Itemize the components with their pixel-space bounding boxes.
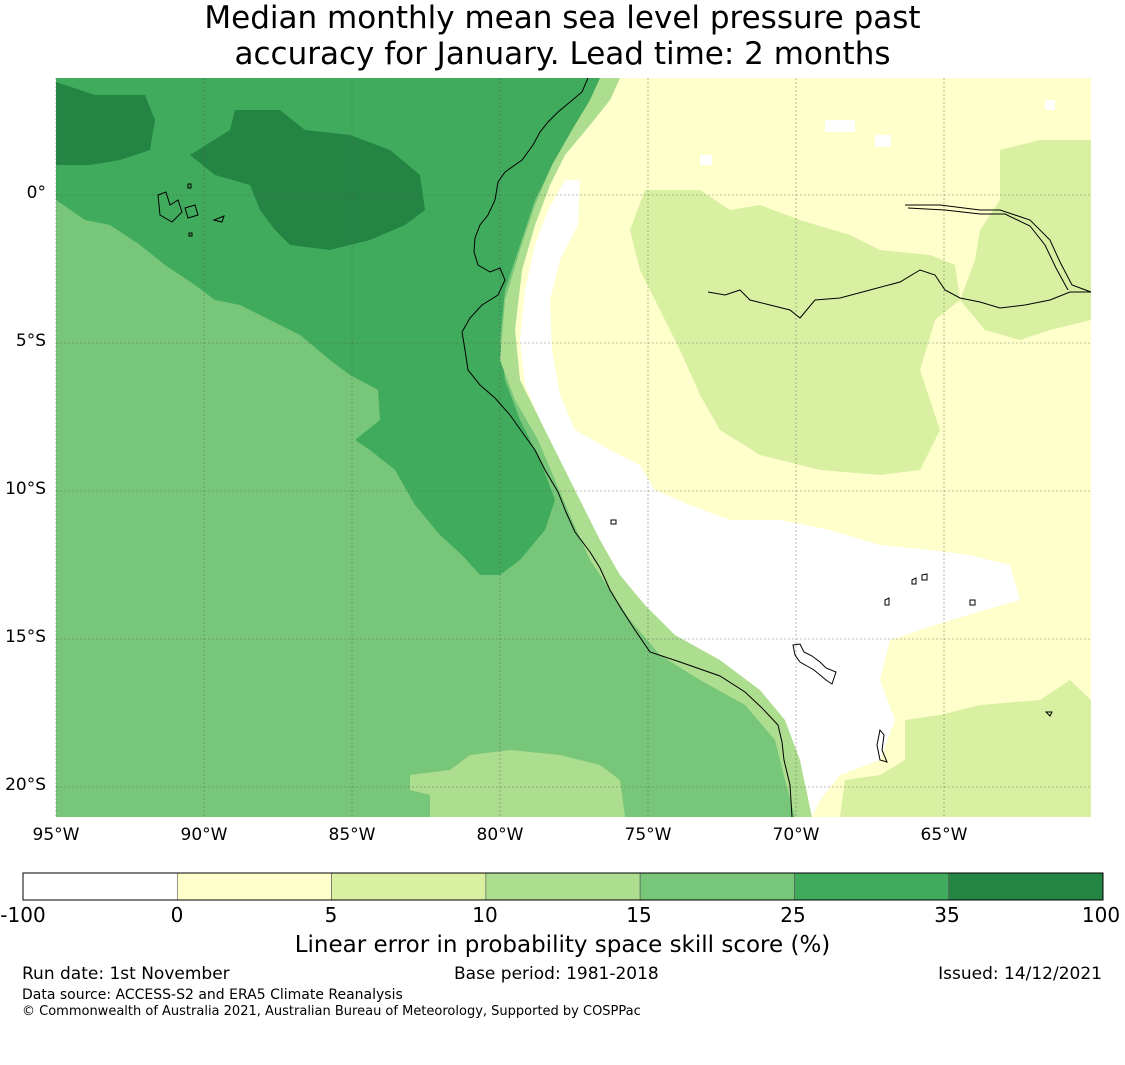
colorbar-segment: [485, 872, 641, 901]
speck: [1045, 100, 1055, 110]
small-lake-4: [969, 599, 976, 606]
coastlines: [157, 77, 1092, 818]
lat-label-5s: 5°S: [15, 331, 46, 351]
colorbar-segment: [176, 872, 332, 901]
copyright: © Commonwealth of Australia 2021, Austra…: [22, 1004, 641, 1019]
region-5-10-south: [840, 680, 1091, 817]
run-date: Run date: 1st November: [22, 964, 230, 984]
lon-label-70w: 70°W: [772, 825, 820, 845]
amazon-river-south: [707, 269, 1091, 319]
map-figure: [22, 77, 1104, 901]
region-neg-coastal: [520, 180, 1020, 817]
colorbar-tick-label: 15: [626, 903, 652, 927]
amazon-river-north: [905, 204, 1092, 293]
title-line-1: Median monthly mean sea level pressure p…: [204, 0, 921, 36]
speck: [825, 120, 855, 132]
region-5-10-amazon-east: [960, 140, 1091, 340]
title-line-2: accuracy for January. Lead time: 2 month…: [234, 36, 891, 72]
colorbar-segment: [639, 872, 795, 901]
speck: [700, 155, 712, 165]
colorbar-segment: [794, 872, 950, 901]
small-lake-2: [921, 573, 928, 581]
lake-poopo: [876, 728, 888, 763]
galapagos-small-1: [187, 183, 192, 189]
skill-field: [56, 78, 1091, 817]
chart-title: Median monthly mean sea level pressure p…: [0, 0, 1125, 72]
colorbar-tick-label: 10: [472, 903, 498, 927]
colorbar-caption: Linear error in probability space skill …: [294, 932, 831, 958]
lon-label-75w: 75°W: [624, 825, 672, 845]
small-lake-5: [1044, 711, 1053, 717]
region-10-15-coast: [500, 78, 812, 817]
region-25-35-north: [56, 78, 600, 575]
colorbar-tick-label: 5: [324, 903, 338, 927]
lake-titicaca: [792, 643, 837, 685]
issued-date: Issued: 14/12/2021: [938, 964, 1102, 984]
lat-label-0: 0°: [26, 183, 46, 203]
galapagos-small-2: [188, 232, 193, 237]
small-lake-6: [610, 519, 617, 525]
lon-label-65w: 65°W: [920, 825, 968, 845]
colorbar-tick-label: -100: [0, 903, 46, 927]
region-5-10-central: [630, 190, 960, 475]
colorbar-segment: [948, 872, 1104, 901]
colorbar-tick-label: 35: [934, 903, 960, 927]
data-source: Data source: ACCESS-S2 and ERA5 Climate …: [22, 987, 403, 1003]
small-lake-3: [884, 597, 890, 606]
region-35-100-west: [56, 82, 155, 165]
lon-label-90w: 90°W: [180, 825, 228, 845]
colorbar-segment: [22, 872, 178, 901]
galapagos-santa-cruz: [184, 204, 199, 219]
small-lake-1: [911, 577, 917, 585]
lon-label-85w: 85°W: [328, 825, 376, 845]
speck: [875, 135, 891, 147]
colorbar-tick-label: 0: [170, 903, 184, 927]
galapagos-isabela: [157, 191, 183, 223]
base-period: Base period: 1981-2018: [454, 964, 659, 984]
region-35-100-central: [190, 110, 425, 250]
colorbar-outline: [22, 872, 1104, 901]
lon-label-80w: 80°W: [476, 825, 524, 845]
lat-label-10s: 10°S: [5, 479, 46, 499]
coastline-south-america: [461, 77, 793, 818]
region-10-15-south: [410, 750, 625, 817]
lon-label-95w: 95°W: [32, 825, 80, 845]
lat-label-20s: 20°S: [5, 775, 46, 795]
lat-label-15s: 15°S: [5, 627, 46, 647]
gridlines: [55, 78, 1091, 817]
colorbar: [22, 872, 1104, 901]
amazon-river-north-2: [907, 207, 1069, 291]
colorbar-tick-label: 25: [780, 903, 806, 927]
colorbar-tick-label: 100: [1081, 903, 1121, 927]
galapagos-san-cristobal: [212, 215, 225, 223]
colorbar-segment: [331, 872, 487, 901]
